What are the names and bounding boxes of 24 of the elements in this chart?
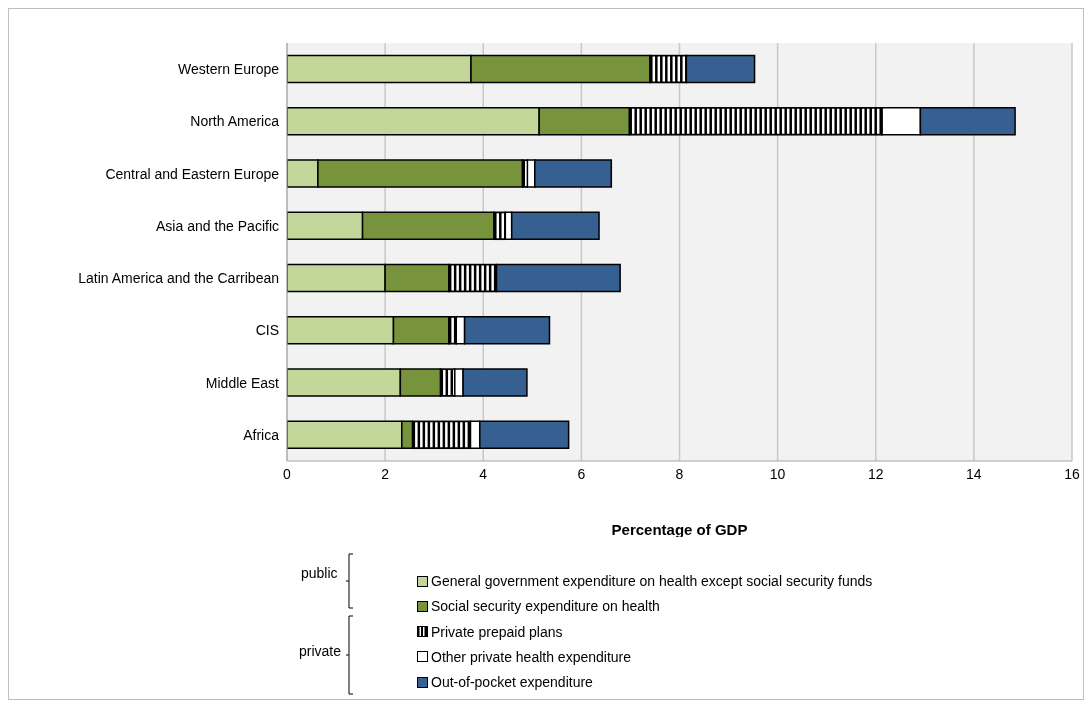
y-tick-label: Middle East [205,374,280,391]
x-tick-label: 4 [479,465,488,482]
text: private [299,643,342,659]
x-tick-label: 0 [283,465,292,482]
x-tick-label: 2 [381,465,390,482]
x-tick-label: 16 [1064,465,1080,482]
legend-label: Out-of-pocket expenditure [431,674,593,691]
y-tick-label: Africa [243,426,280,443]
y-tick-label: CIS [255,322,279,339]
text: public [301,565,338,581]
y-tick-label: Central and Eastern Europe [105,165,280,182]
y-tick-label: Asia and the Pacific [156,217,279,234]
x-tick-label: 10 [769,465,786,482]
legend-label: General government expenditure on health except social security funds [431,573,873,589]
x-tick-label: 14 [966,465,982,482]
x-tick-label: 6 [577,465,586,482]
x-tick-label: 12 [867,465,884,482]
y-tick-label: Western Europe [178,61,280,78]
legend-label: Social security expenditure on health [431,598,660,615]
x-tick-label: 8 [675,465,684,482]
legend-label: Private prepaid plans [431,623,563,640]
legend-label: Other private health expenditure [431,648,632,665]
y-tick-label: North America [190,113,280,130]
y-tick-label: Latin America and the Carribean [78,270,279,287]
